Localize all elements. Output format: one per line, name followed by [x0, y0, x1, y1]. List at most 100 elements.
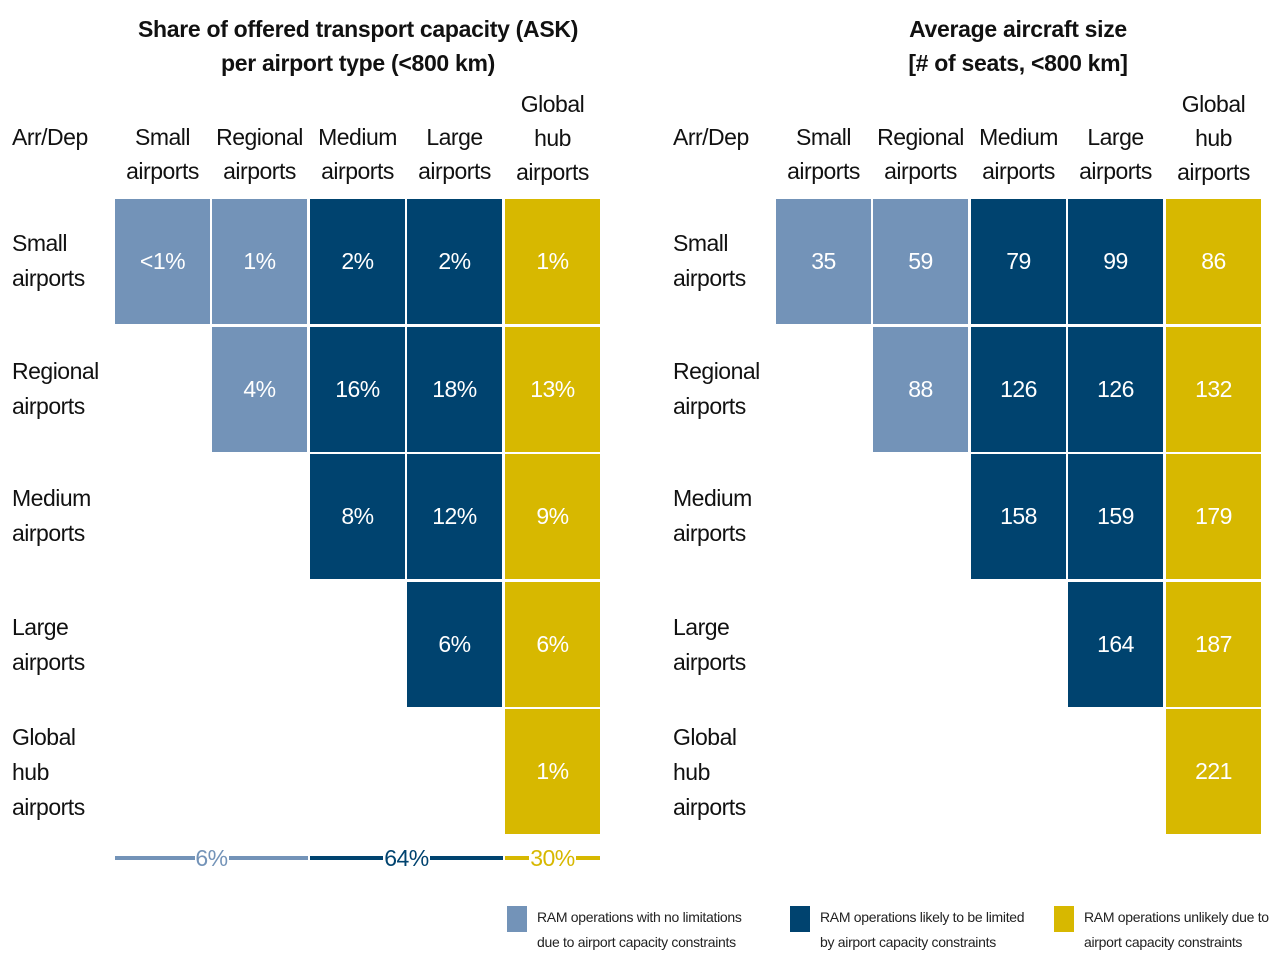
cell-value: 1%: [536, 758, 569, 784]
row-label: Regional airports: [673, 358, 760, 419]
chart-subtitle-line: per airport type (<800 km): [220, 50, 496, 76]
cell-value: <1%: [139, 248, 186, 274]
legend-label: RAM operations likely to be limited by ai…: [820, 905, 1025, 955]
heatmap-cell: 18%: [407, 326, 502, 452]
cell-value: 4%: [243, 375, 276, 402]
heatmap-cell: 164: [1068, 581, 1163, 707]
heatmap-cell: 187: [1166, 581, 1261, 707]
cell-value: 13%: [530, 375, 575, 402]
heatmap-cell: 9%: [505, 454, 600, 579]
column-header: Global hub airports: [1177, 91, 1250, 185]
cell-value: 2%: [341, 248, 374, 274]
cell-value: 159: [1097, 503, 1134, 529]
cell-value: 126: [1097, 375, 1134, 402]
cell-value: 16%: [335, 375, 380, 402]
legend-line: by airport capacity constraints: [820, 934, 996, 950]
cell-value: 9%: [536, 503, 569, 529]
heatmap-cell: 4%: [212, 326, 307, 452]
cell-value: 12%: [432, 503, 477, 529]
cell-value: 99: [1103, 248, 1128, 274]
cell-value: 59: [908, 248, 933, 274]
cell-value: 158: [1000, 503, 1037, 529]
heatmap-cell: 8%: [310, 454, 405, 579]
row-label: Small airports: [673, 230, 746, 291]
column-header: Medium airports: [979, 124, 1058, 184]
cell-value: 88: [908, 375, 933, 402]
summary-value: 6%: [195, 845, 228, 871]
cell-value: 2%: [438, 248, 471, 274]
heatmap-cell: 2%: [407, 199, 502, 324]
legend-line: due to airport capacity constraints: [537, 934, 736, 950]
row-label: Large airports: [12, 614, 85, 675]
legend-line: airport capacity constraints: [1084, 934, 1243, 950]
heatmap-cell: 6%: [505, 581, 600, 707]
cell-value: 187: [1195, 630, 1232, 657]
chart-title-line: Average aircraft size: [909, 16, 1127, 42]
legend-label: RAM operations with no limitations due to…: [537, 905, 742, 955]
heatmap-cell: 221: [1166, 709, 1261, 834]
cell-value: 179: [1195, 503, 1232, 529]
corner-label: Arr/Dep: [12, 124, 88, 150]
row-label: Global hub airports: [673, 724, 746, 820]
cell-value: 86: [1201, 248, 1226, 274]
summary-line: [310, 856, 383, 860]
heatmap-cell: 132: [1166, 326, 1261, 452]
heatmap-cell: 6%: [407, 581, 502, 707]
summary-line: [576, 856, 600, 860]
column-header: Large airports: [1079, 124, 1152, 184]
heatmap-cell: 35: [776, 199, 871, 324]
cell-value: 8%: [341, 503, 374, 529]
column-header: Small airports: [126, 124, 199, 184]
summary-line: [505, 856, 529, 860]
heatmap-cell: 86: [1166, 199, 1261, 324]
legend-swatch: [790, 906, 810, 932]
heatmap-cell: 99: [1068, 199, 1163, 324]
summary-line: [115, 856, 195, 860]
heatmap-cell: 88: [873, 326, 968, 452]
heatmap-cell: 158: [971, 454, 1066, 579]
heatmap-cell: 79: [971, 199, 1066, 324]
row-label: Small airports: [12, 230, 85, 291]
summary-line: [228, 856, 308, 860]
ask-share-chart: Share of offered transport capacity (ASK…: [0, 0, 640, 900]
heatmap-cell: 13%: [505, 326, 600, 452]
column-header: Regional airports: [216, 124, 303, 184]
cell-value: 221: [1195, 758, 1232, 784]
legend-swatch: [507, 906, 527, 932]
heatmap-cell: 159: [1068, 454, 1163, 579]
summary-line: [430, 856, 503, 860]
row-label: Medium airports: [12, 485, 91, 546]
aircraft-size-chart: Average aircraft size [# of seats, <800 …: [673, 16, 1261, 834]
heatmap-cell: 1%: [212, 199, 307, 324]
legend-line: RAM operations unlikely due to: [1084, 909, 1269, 925]
heatmap-cell: 16%: [310, 326, 405, 452]
chart-title-line: Share of offered transport capacity (ASK…: [137, 16, 579, 42]
heatmap-cell: 179: [1166, 454, 1261, 579]
heatmap-cell: 126: [971, 326, 1066, 452]
row-label: Global hub airports: [12, 724, 85, 820]
cell-value: 35: [811, 248, 836, 274]
legend-swatch: [1054, 906, 1074, 932]
corner-label: Arr/Dep: [673, 124, 749, 150]
column-header: Small airports: [787, 124, 860, 184]
legend-line: RAM operations with no limitations: [537, 909, 742, 925]
chart-title: Share of offered transport capacity (ASK…: [0, 12, 716, 80]
row-label: Medium airports: [673, 485, 752, 546]
chart-subtitle-line: [# of seats, <800 km]: [908, 50, 1128, 76]
column-header: Medium airports: [318, 124, 397, 184]
heatmap-cell: 12%: [407, 454, 502, 579]
legend-line: RAM operations likely to be limited: [820, 909, 1025, 925]
column-header: Large airports: [418, 124, 491, 184]
cell-value: 6%: [536, 630, 569, 657]
cell-value: 1%: [536, 248, 569, 274]
summary-value: 30%: [530, 845, 575, 871]
cell-value: 18%: [432, 375, 477, 402]
heatmap-cell: 59: [873, 199, 968, 324]
cell-value: 1%: [243, 248, 276, 274]
heatmap-cell: 1%: [505, 199, 600, 324]
cell-value: 132: [1195, 375, 1232, 402]
heatmap-cell: 126: [1068, 326, 1163, 452]
cell-value: 164: [1097, 630, 1134, 657]
column-header: Regional airports: [877, 124, 964, 184]
